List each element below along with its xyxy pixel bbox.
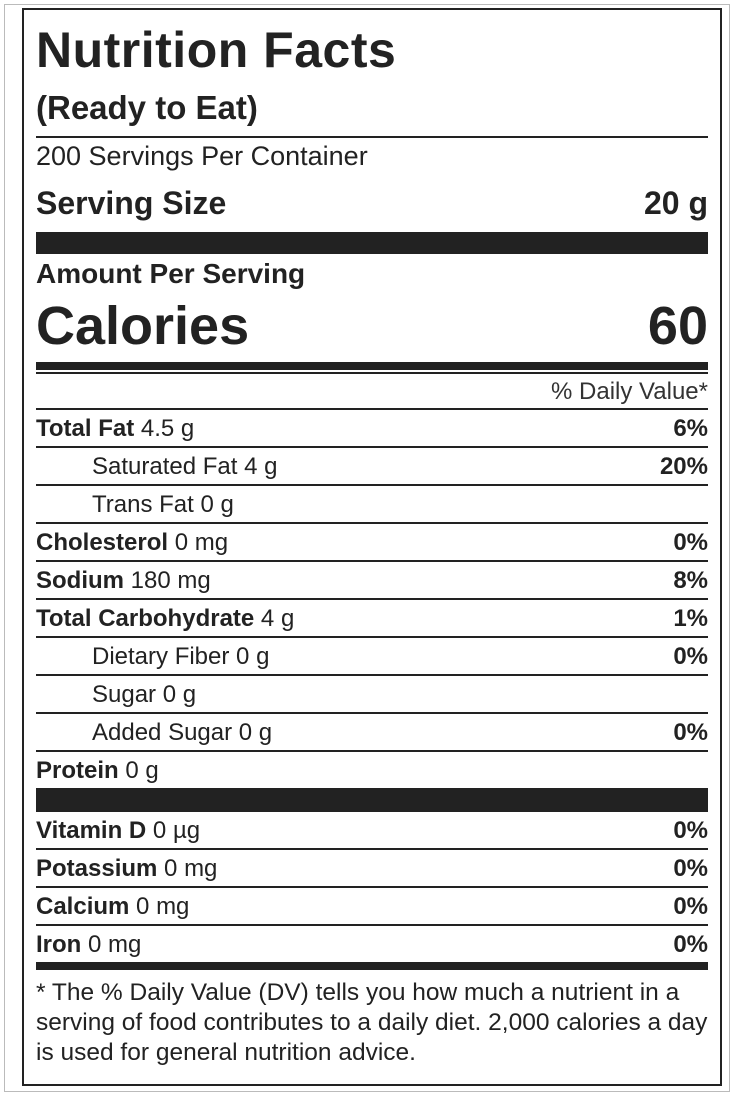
nutrient-name: Cholesterol — [36, 529, 169, 556]
serving-size: Serving Size 20 g — [36, 174, 708, 254]
nutrient-name: Total Fat — [36, 415, 135, 442]
nutrient-name: Protein — [36, 757, 119, 784]
subtitle: (Ready to Eat) — [36, 80, 708, 138]
vitamin-dv: 0% — [673, 817, 708, 844]
vitamin-dv: 0% — [673, 931, 708, 958]
nutrient-dv: 20% — [659, 453, 708, 480]
nutrition-label: Nutrition Facts (Ready to Eat) 200 Servi… — [22, 8, 722, 1086]
vitamin-row: Potassium 0 mg 0% — [36, 848, 708, 886]
vitamin-amount: 0 mg — [136, 893, 190, 920]
nutrient-row: Sugar 0 g — [36, 674, 708, 712]
vitamin-row: Iron 0 mg 0% — [36, 924, 708, 970]
nutrient-amount: 4 g — [260, 605, 295, 632]
vitamin-name: Calcium — [36, 893, 130, 920]
frame — [4, 4, 730, 1092]
nutrient-name: Added Sugar — [92, 719, 233, 746]
nutrient-amount: 0 g — [200, 491, 234, 518]
calories-value: 60 — [647, 296, 708, 356]
vitamin-dv: 0% — [673, 893, 708, 920]
vitamin-dv: 0% — [673, 855, 708, 882]
nutrient-name: Saturated Fat — [92, 453, 238, 480]
nutrient-amount: 4 g — [244, 453, 278, 480]
nutrient-row: Total Carbohydrate 4 g 1% — [36, 598, 708, 636]
amount-per-serving: Amount Per Serving — [36, 258, 306, 289]
nutrient-name: Dietary Fiber — [92, 643, 230, 670]
vitamin-name: Vitamin D — [36, 817, 147, 844]
nutrient-amount: 0 g — [162, 681, 197, 708]
nutrient-row: Added Sugar 0 g 0% — [36, 712, 708, 750]
nutrient-amount: 180 mg — [130, 567, 211, 594]
serving-size-value: 20 g — [643, 185, 708, 221]
nutrient-row: Dietary Fiber 0 g 0% — [36, 636, 708, 674]
nutrient-row: Cholesterol 0 mg 0% — [36, 522, 708, 560]
servings: 200 Servings Per Container — [36, 141, 368, 171]
nutrient-dv: 8% — [673, 567, 708, 594]
nutrient-row: Protein 0 g — [36, 750, 708, 812]
calories-label: Calories — [36, 296, 250, 356]
nutrient-name: Total Carbohydrate — [36, 605, 255, 632]
vitamin-amount: 0 mg — [88, 931, 142, 958]
vitamin-row: Vitamin D 0 µg 0% — [36, 812, 708, 848]
vitamin-name: Iron — [36, 931, 82, 958]
nutrient-amount: 0 g — [238, 719, 273, 746]
nutrient-dv: 1% — [673, 605, 708, 632]
nutrient-row: Trans Fat 0 g — [36, 484, 708, 522]
calories: Calories 60 — [36, 290, 708, 370]
dv-header: % Daily Value* — [36, 372, 708, 408]
nutrient-row: Sodium 180 mg 8% — [36, 560, 708, 598]
nutrient-name: Trans Fat — [92, 491, 194, 518]
vitamin-amount: 0 µg — [152, 817, 201, 844]
title: Nutrition Facts — [36, 22, 397, 78]
nutrient-dv: 0% — [673, 529, 708, 556]
nutrient-name: Sodium — [36, 567, 124, 594]
nutrient-name: Sugar — [92, 681, 157, 708]
vitamin-name: Potassium — [36, 855, 158, 882]
vitamin-row: Calcium 0 mg 0% — [36, 886, 708, 924]
nutrient-dv: 0% — [673, 643, 708, 670]
nutrient-amount: 4.5 g — [140, 415, 195, 442]
nutrient-dv: 6% — [673, 415, 708, 442]
footnote: * The % Daily Value (DV) tells you how m… — [36, 979, 708, 1066]
nutrient-amount: 0 mg — [174, 529, 229, 556]
nutrient-amount: 0 g — [236, 643, 270, 670]
nutrient-row: Saturated Fat 4 g 20% — [36, 446, 708, 484]
serving-size-label: Serving Size — [36, 185, 227, 221]
nutrient-row: Total Fat 4.5 g 6% — [36, 408, 708, 446]
nutrient-amount: 0 g — [125, 757, 159, 784]
nutrient-dv: 0% — [673, 719, 708, 746]
vitamin-amount: 0 mg — [164, 855, 218, 882]
